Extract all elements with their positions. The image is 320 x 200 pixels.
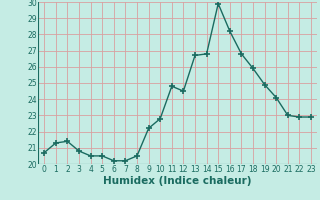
X-axis label: Humidex (Indice chaleur): Humidex (Indice chaleur) bbox=[103, 176, 252, 186]
